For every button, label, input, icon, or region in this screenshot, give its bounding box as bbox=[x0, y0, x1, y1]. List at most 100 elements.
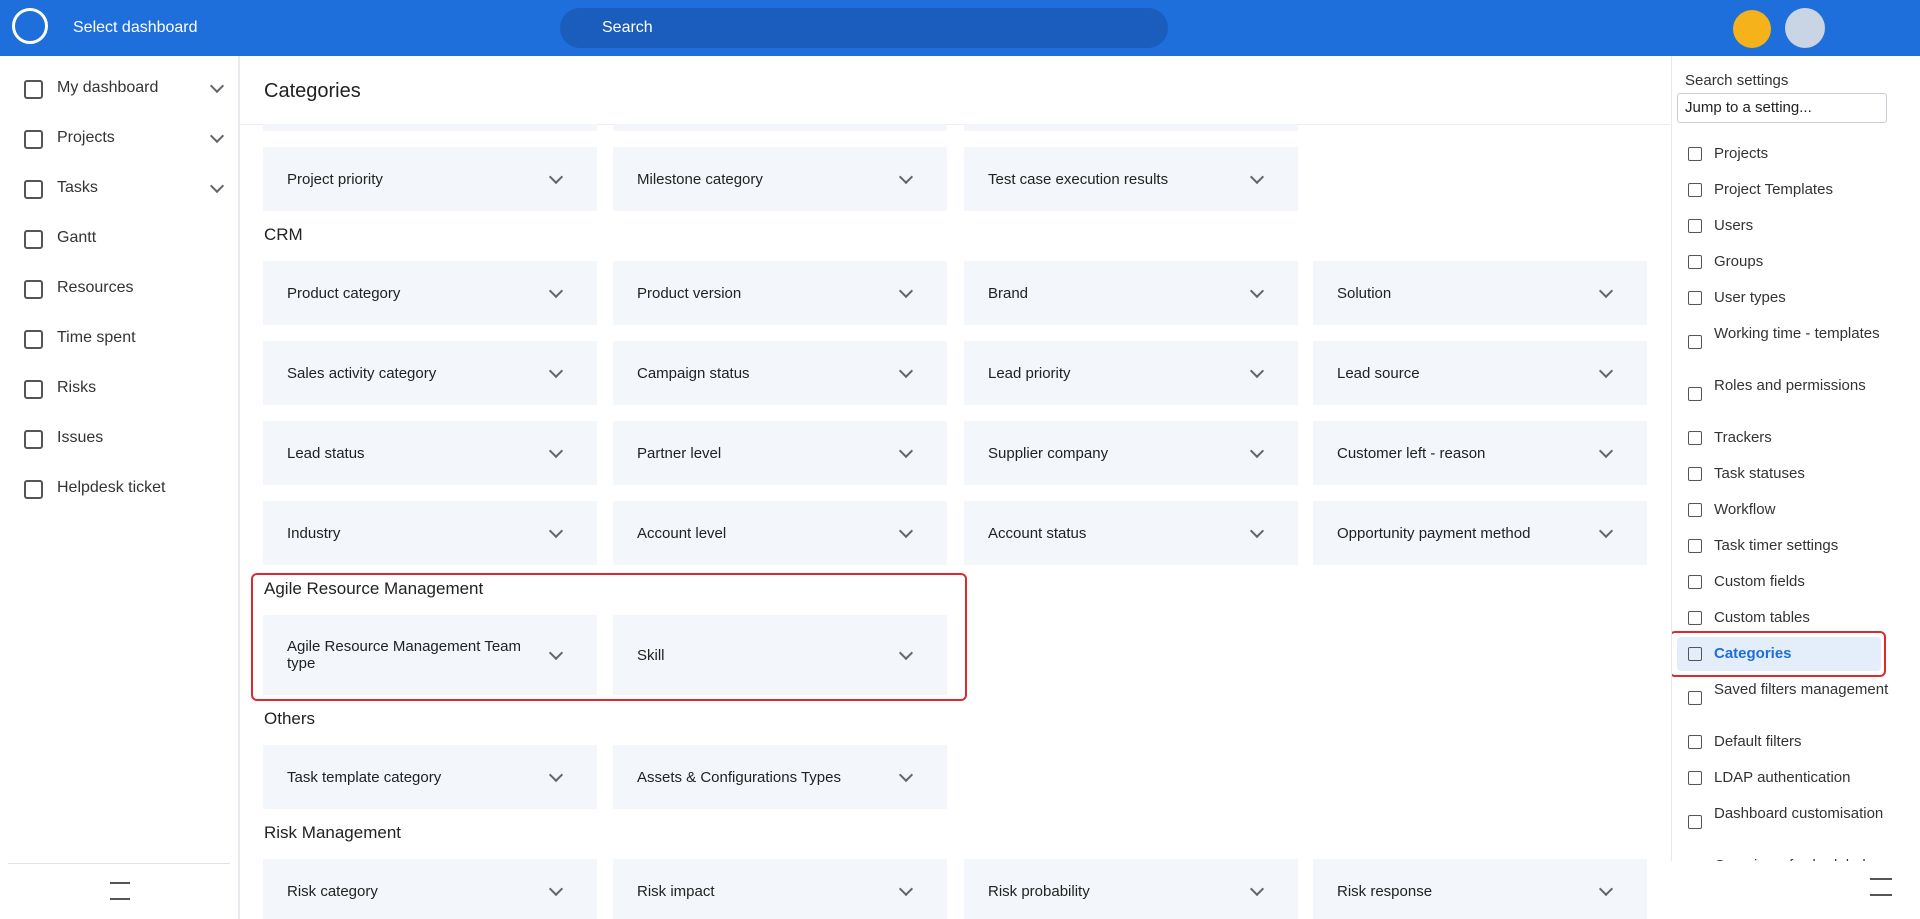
category-card[interactable]: Test case execution results bbox=[964, 147, 1298, 211]
card-label: Account level bbox=[637, 524, 727, 542]
nav-icon bbox=[24, 280, 43, 299]
nav-item[interactable]: Gantt bbox=[57, 229, 97, 246]
nav-item[interactable]: My dashboard bbox=[57, 79, 159, 96]
top-bar: Select dashboard Search bbox=[0, 0, 1920, 56]
chevron bbox=[1598, 523, 1614, 539]
setting-item[interactable]: Saved filters management bbox=[1714, 681, 1889, 698]
card-label: Risk probability bbox=[988, 882, 1090, 900]
category-card[interactable]: Lead status bbox=[263, 421, 597, 485]
jump-select[interactable]: Jump to a setting... bbox=[1677, 93, 1887, 123]
category-card[interactable]: Product version bbox=[613, 261, 947, 325]
category-card[interactable]: Campaign status bbox=[613, 341, 947, 405]
content: Categories Project priority Milestone cat… bbox=[240, 56, 1670, 919]
category-card[interactable]: Industry bbox=[263, 501, 597, 565]
nav-item[interactable]: Risks bbox=[57, 379, 97, 396]
setting-icon bbox=[1688, 575, 1702, 589]
section-title: CRM bbox=[264, 225, 303, 244]
avatar[interactable] bbox=[1785, 8, 1825, 48]
setting-item[interactable]: Project Templates bbox=[1714, 181, 1833, 198]
nav-item[interactable]: Issues bbox=[57, 429, 104, 446]
chevron bbox=[548, 363, 564, 379]
nav-icon bbox=[24, 230, 43, 249]
highlight-box bbox=[1672, 631, 1886, 677]
category-card[interactable]: Milestone category bbox=[613, 147, 947, 211]
dashboard-select[interactable]: Select dashboard bbox=[73, 19, 198, 36]
setting-item[interactable]: LDAP authentication bbox=[1714, 769, 1851, 786]
setting-icon bbox=[1688, 291, 1702, 305]
setting-item[interactable]: Custom fields bbox=[1714, 573, 1805, 590]
category-card[interactable]: Solution bbox=[1313, 261, 1647, 325]
setting-item[interactable]: Trackers bbox=[1714, 429, 1772, 446]
search-box[interactable]: Search bbox=[560, 8, 1168, 48]
card-label: Agile Resource Management Team type bbox=[287, 638, 522, 672]
card-label: Risk category bbox=[287, 882, 378, 900]
category-card[interactable]: Risk category bbox=[263, 859, 597, 919]
category-card[interactable]: Account status bbox=[964, 501, 1298, 565]
category-card[interactable]: Project priority bbox=[263, 147, 597, 211]
category-card[interactable]: Risk probability bbox=[964, 859, 1298, 919]
card-label: Task template category bbox=[287, 768, 442, 786]
category-card[interactable]: Partner level bbox=[613, 421, 947, 485]
settings-panel: Search settings Jump to a setting... Pro… bbox=[1671, 56, 1912, 861]
nav-icon bbox=[24, 430, 43, 449]
logo[interactable] bbox=[12, 8, 48, 44]
setting-item[interactable]: Dashboard customisation bbox=[1714, 805, 1884, 822]
category-card[interactable]: Sales activity category bbox=[263, 341, 597, 405]
category-card[interactable]: Supplier company bbox=[964, 421, 1298, 485]
category-card[interactable]: Lead priority bbox=[964, 341, 1298, 405]
chevron bbox=[548, 283, 564, 299]
panel-toggle[interactable] bbox=[1870, 878, 1892, 896]
setting-item[interactable]: Working time - templates bbox=[1714, 325, 1880, 342]
setting-icon bbox=[1688, 503, 1702, 517]
setting-icon bbox=[1688, 255, 1702, 269]
category-card[interactable]: Assets & Configurations Types bbox=[613, 745, 947, 809]
chevron bbox=[898, 443, 914, 459]
setting-icon bbox=[1688, 611, 1702, 625]
setting-item[interactable]: Roles and permissions bbox=[1714, 377, 1866, 394]
nav-item[interactable]: Projects bbox=[57, 129, 115, 146]
card-label: Industry bbox=[287, 524, 341, 542]
card-edge bbox=[613, 124, 947, 131]
chevron bbox=[1598, 283, 1614, 299]
setting-item[interactable]: Default filters bbox=[1714, 733, 1802, 750]
category-card[interactable]: Product category bbox=[263, 261, 597, 325]
page-title: Categories bbox=[264, 80, 361, 102]
category-card[interactable]: Customer left - reason bbox=[1313, 421, 1647, 485]
setting-item[interactable]: Custom tables bbox=[1714, 609, 1810, 626]
category-card[interactable]: Account level bbox=[613, 501, 947, 565]
nav-item[interactable]: Helpdesk ticket bbox=[57, 479, 166, 496]
setting-item[interactable]: Task timer settings bbox=[1714, 537, 1839, 554]
category-card[interactable]: Risk impact bbox=[613, 859, 947, 919]
chevron bbox=[548, 443, 564, 459]
category-card[interactable]: Brand bbox=[964, 261, 1298, 325]
chevron bbox=[1598, 881, 1614, 897]
setting-item[interactable]: Users bbox=[1714, 217, 1754, 234]
chevron bbox=[898, 767, 914, 783]
nav-item[interactable]: Time spent bbox=[57, 329, 136, 346]
setting-icon bbox=[1688, 735, 1702, 749]
nav-item[interactable]: Tasks bbox=[57, 179, 98, 196]
category-card[interactable]: Agile Resource Management Team type bbox=[263, 615, 597, 695]
nav-icon bbox=[24, 130, 43, 149]
chevron bbox=[548, 169, 564, 185]
setting-item[interactable]: Task statuses bbox=[1714, 465, 1805, 482]
setting-item[interactable]: Groups bbox=[1714, 253, 1764, 270]
add-button[interactable] bbox=[1733, 10, 1771, 48]
category-card[interactable]: Lead source bbox=[1313, 341, 1647, 405]
collapse-button[interactable] bbox=[110, 882, 130, 900]
setting-item[interactable]: Workflow bbox=[1714, 501, 1776, 518]
setting-item[interactable]: Projects bbox=[1714, 145, 1769, 162]
category-card[interactable]: Opportunity payment method bbox=[1313, 501, 1647, 565]
chevron bbox=[898, 523, 914, 539]
card-edge bbox=[964, 124, 1298, 131]
category-card[interactable]: Risk response bbox=[1313, 859, 1647, 919]
setting-icon bbox=[1688, 183, 1702, 197]
setting-item[interactable]: Categories bbox=[1714, 645, 1792, 662]
nav-item[interactable]: Resources bbox=[57, 279, 134, 296]
category-card[interactable]: Skill bbox=[613, 615, 947, 695]
setting-item[interactable]: Overview of scheduled tasks bbox=[1714, 858, 1894, 862]
highlight-box bbox=[251, 573, 967, 701]
category-card[interactable]: Task template category bbox=[263, 745, 597, 809]
setting-item[interactable]: User types bbox=[1714, 289, 1786, 306]
setting-icon bbox=[1688, 771, 1702, 785]
